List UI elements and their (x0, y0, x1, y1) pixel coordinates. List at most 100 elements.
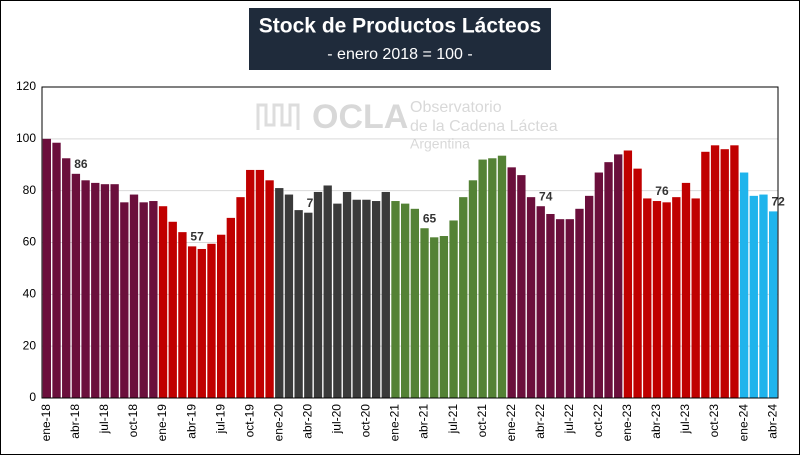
bar (623, 150, 633, 398)
y-tick-label: 40 (23, 287, 37, 301)
logo-brand: OCLA (312, 98, 408, 136)
bar (768, 211, 778, 398)
y-tick-label: 0 (29, 390, 36, 404)
data-label: 76 (655, 184, 669, 198)
bar (420, 228, 429, 398)
bar (449, 220, 458, 398)
bar (604, 162, 613, 398)
bar (129, 194, 139, 398)
bar (362, 199, 371, 398)
bar (294, 210, 303, 398)
y-tick-label: 20 (23, 338, 37, 352)
y-tick-label: 100 (16, 131, 36, 145)
x-tick-label: jul-19 (213, 404, 227, 435)
x-tick-label: ene-24 (736, 404, 750, 442)
x-tick-label: jul-23 (678, 404, 692, 435)
bar (430, 237, 439, 398)
bar (739, 172, 749, 398)
bar (149, 201, 158, 398)
data-label: 65 (423, 211, 437, 225)
x-tick-label: oct-23 (707, 404, 721, 438)
x-tick-label: ene-22 (504, 404, 518, 442)
x-tick-label: jul-18 (97, 404, 111, 435)
x-tick-label: ene-18 (39, 404, 53, 442)
x-tick-label: oct-20 (359, 404, 373, 438)
bar (255, 169, 265, 398)
bar (459, 197, 468, 398)
plot-frame (41, 86, 779, 399)
x-tick-label: abr-19 (184, 404, 198, 439)
watermark: OCLA Observatorio de la Cadena Láctea Ar… (256, 98, 558, 152)
bar (139, 202, 148, 398)
bar (507, 167, 516, 398)
bar (207, 243, 216, 398)
data-label: 74 (539, 189, 553, 203)
bar (71, 173, 81, 398)
x-tick-label: ene-21 (388, 404, 402, 442)
x-tick-label: ene-23 (620, 404, 634, 442)
bar (226, 217, 236, 398)
bar (391, 201, 400, 398)
bar (236, 197, 245, 398)
bar (110, 184, 119, 398)
bar (468, 180, 478, 398)
x-tick-label: abr-23 (649, 404, 663, 439)
x-tick-label: oct-18 (126, 404, 140, 438)
bar (439, 236, 449, 398)
bar (265, 180, 274, 398)
logo-icon (256, 103, 300, 130)
x-tick-label: abr-20 (300, 404, 314, 439)
bar (284, 194, 294, 398)
bar (749, 195, 758, 398)
data-label: 86 (74, 157, 88, 171)
bar (691, 198, 700, 398)
bar (633, 168, 642, 398)
bar (400, 203, 410, 398)
bar (352, 199, 361, 398)
bar (701, 151, 710, 398)
bar (730, 145, 739, 398)
bar (168, 221, 177, 398)
bar (313, 191, 323, 398)
bar (652, 201, 662, 398)
bar (526, 197, 536, 398)
bar (158, 206, 168, 398)
y-tick-label: 120 (16, 79, 36, 93)
x-tick-label: jul-21 (446, 404, 460, 435)
bar (81, 180, 90, 398)
logo-line: Argentina (410, 136, 470, 152)
bar (662, 202, 671, 398)
bar (52, 142, 61, 398)
x-tick-label: ene-19 (155, 404, 169, 442)
bar (536, 206, 545, 398)
bar (187, 246, 197, 398)
bar (643, 198, 652, 398)
bar (178, 232, 187, 398)
bar (720, 149, 729, 398)
bar (410, 208, 420, 398)
bar (197, 248, 206, 398)
bar (584, 195, 594, 398)
bar (681, 182, 691, 398)
bar (333, 203, 342, 398)
bar (216, 234, 226, 398)
x-tick-label: ene-20 (271, 404, 285, 442)
x-tick-label: abr-22 (533, 404, 547, 439)
bar (246, 169, 255, 398)
y-tick-label: 80 (23, 183, 37, 197)
x-tick-label: oct-19 (242, 404, 256, 438)
bar (120, 202, 129, 398)
bar (759, 194, 768, 398)
bar (546, 213, 555, 398)
title-box (249, 8, 551, 70)
logo-line: de la Cadena Láctea (410, 118, 558, 135)
x-tick-label: oct-22 (591, 404, 605, 438)
x-tick-label: jul-20 (330, 404, 344, 435)
bar (371, 201, 381, 398)
bar (555, 219, 565, 398)
bar (100, 184, 110, 398)
chart-subtitle: - enero 2018 = 100 - (327, 46, 472, 63)
bar (62, 158, 71, 398)
logo-line: Observatorio (410, 99, 502, 116)
